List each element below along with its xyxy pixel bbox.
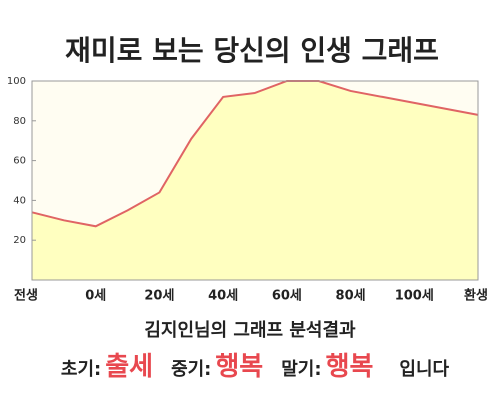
area	[32, 81, 478, 280]
x-tick-label: 80세	[336, 289, 366, 304]
plot-frame	[31, 80, 479, 281]
x-tick-label: 40세	[208, 289, 238, 304]
y-tick-label: 100	[7, 76, 26, 87]
stage-value: 출세	[105, 352, 154, 382]
chart-title: 재미로 보는 당신의 인생 그래프	[65, 34, 439, 67]
line	[31, 80, 479, 228]
y-tick-label: 60	[13, 156, 26, 167]
y-tick-label: 40	[13, 195, 26, 206]
suffix: 입니다	[399, 359, 450, 380]
stage-label: 중기:	[171, 359, 212, 380]
x-tick-label: 환생	[464, 288, 488, 304]
x-tick-label: 전생	[14, 288, 38, 304]
stage-value: 행복	[215, 352, 264, 382]
y-tick-label: 80	[13, 116, 26, 127]
stage-label: 말기:	[281, 359, 322, 380]
chart: 재미로 보는 당신의 인생 그래프 20 40 60 80 100 전생 0세 20세 40세 6…	[7, 34, 488, 304]
x-tick-label: 20세	[144, 289, 174, 304]
y-tick-label: 20	[13, 235, 26, 246]
analysis: 초기: 출세 중기: 행복 말기: 행복 입니다	[0, 346, 500, 383]
x-tick-label: 100세	[395, 289, 434, 304]
stage-label: 초기:	[60, 359, 102, 380]
x-tick-label: 0세	[85, 289, 106, 304]
x-tick-label: 60세	[272, 289, 302, 304]
stage-value: 행복	[325, 352, 374, 382]
summary: 김지인님의 그래프 분석결과	[144, 320, 356, 341]
